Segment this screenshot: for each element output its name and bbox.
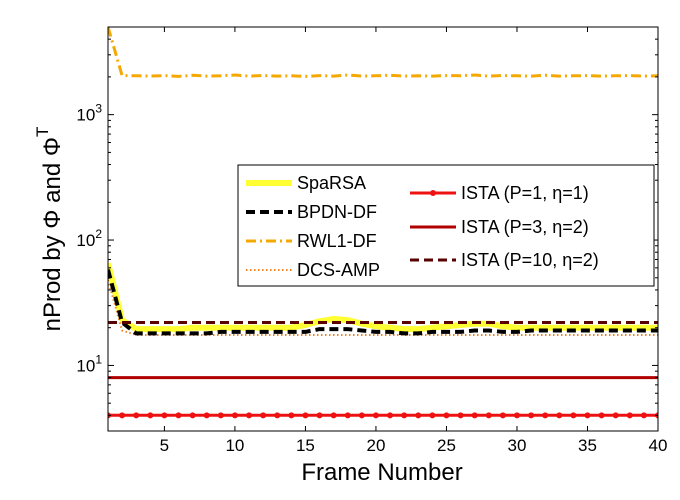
series-point-ista-p-1-1 xyxy=(358,412,365,419)
series-point-ista-p-1-1 xyxy=(231,412,238,419)
x-tick-label: 40 xyxy=(649,436,668,455)
x-tick-label: 5 xyxy=(160,436,169,455)
legend-label: SpaRSA xyxy=(297,173,366,193)
series-point-ista-p-1-1 xyxy=(429,412,436,419)
series-line-rwl1-df xyxy=(108,27,658,78)
series-point-ista-p-1-1 xyxy=(612,412,619,419)
series-point-ista-p-1-1 xyxy=(598,412,605,419)
series-point-ista-p-1-1 xyxy=(189,412,196,419)
series-point-ista-p-1-1 xyxy=(499,412,506,419)
series-point-ista-p-1-1 xyxy=(274,412,281,419)
x-tick-label: 25 xyxy=(437,436,456,455)
series-point-ista-p-1-1 xyxy=(344,412,351,419)
series-point-ista-p-1-1 xyxy=(260,412,267,419)
legend-item-ista-p10: ISTA (P=10, η=2) xyxy=(410,250,599,270)
x-tick-label: 20 xyxy=(366,436,385,455)
legend-item-sparsa: SpaRSA xyxy=(246,173,366,193)
x-tick-label: 30 xyxy=(508,436,527,455)
legend-label: ISTA (P=10, η=2) xyxy=(461,250,599,270)
series-point-ista-p-1-1 xyxy=(203,412,210,419)
legend-item-ista-p3: ISTA (P=3, η=2) xyxy=(410,217,589,237)
legend-marker xyxy=(430,190,436,196)
y-axis-label: nProd by Φ and ΦT xyxy=(33,127,66,332)
legend-item-ista-p1: ISTA (P=1, η=1) xyxy=(410,183,589,203)
series-point-ista-p-1-1 xyxy=(457,412,464,419)
series-line-dcs-amp xyxy=(108,279,658,336)
series-line-sparsa xyxy=(108,262,658,333)
series-point-ista-p-1-1 xyxy=(288,412,295,419)
legend: SpaRSA BPDN-DF RWL1-DF DCS-AMP ISTA (P=1… xyxy=(237,164,655,287)
series-point-ista-p-1-1 xyxy=(175,412,182,419)
legend-label: DCS-AMP xyxy=(297,260,380,280)
series-point-ista-p-1-1 xyxy=(316,412,323,419)
x-tick-label: 15 xyxy=(296,436,315,455)
legend-label: ISTA (P=3, η=2) xyxy=(461,217,589,237)
series-point-ista-p-1-1 xyxy=(626,412,633,419)
series-point-ista-p-1-1 xyxy=(556,412,563,419)
x-axis-label: Frame Number xyxy=(301,459,462,486)
series-point-ista-p-1-1 xyxy=(443,412,450,419)
series-point-ista-p-1-1 xyxy=(415,412,422,419)
plot-area xyxy=(108,27,658,419)
x-axis: 5 10 15 20 25 30 35 40 xyxy=(160,27,668,455)
series-point-ista-p-1-1 xyxy=(217,412,224,419)
y-tick-label: 101 xyxy=(76,352,102,375)
series-point-ista-p-1-1 xyxy=(372,412,379,419)
series-point-ista-p-1-1 xyxy=(584,412,591,419)
series-point-ista-p-1-1 xyxy=(542,412,549,419)
legend-label: BPDN-DF xyxy=(297,202,377,222)
y-tick-label: 103 xyxy=(76,102,102,125)
axes-frame xyxy=(107,26,659,432)
x-tick-label: 10 xyxy=(225,436,244,455)
series-point-ista-p-1-1 xyxy=(513,412,520,419)
series-point-ista-p-1-1 xyxy=(471,412,478,419)
series-point-ista-p-1-1 xyxy=(387,412,394,419)
legend-label: RWL1-DF xyxy=(297,231,377,251)
legend-item-dcs-amp: DCS-AMP xyxy=(246,260,380,280)
series-point-ista-p-1-1 xyxy=(302,412,309,419)
y-tick-label: 102 xyxy=(76,227,102,250)
legend-label: ISTA (P=1, η=1) xyxy=(461,183,589,203)
series-point-ista-p-1-1 xyxy=(528,412,535,419)
series-point-ista-p-1-1 xyxy=(401,412,408,419)
legend-item-rwl1-df: RWL1-DF xyxy=(246,231,377,251)
series-point-ista-p-1-1 xyxy=(246,412,253,419)
series-point-ista-p-1-1 xyxy=(570,412,577,419)
series-point-ista-p-1-1 xyxy=(133,412,140,419)
series-point-ista-p-1-1 xyxy=(119,412,126,419)
series-point-ista-p-1-1 xyxy=(330,412,337,419)
legend-item-bpdn-df: BPDN-DF xyxy=(246,202,377,222)
series-point-ista-p-1-1 xyxy=(147,412,154,419)
series-point-ista-p-1-1 xyxy=(640,412,647,419)
series-point-ista-p-1-1 xyxy=(161,412,168,419)
x-tick-label: 35 xyxy=(578,436,597,455)
series-point-ista-p-1-1 xyxy=(485,412,492,419)
